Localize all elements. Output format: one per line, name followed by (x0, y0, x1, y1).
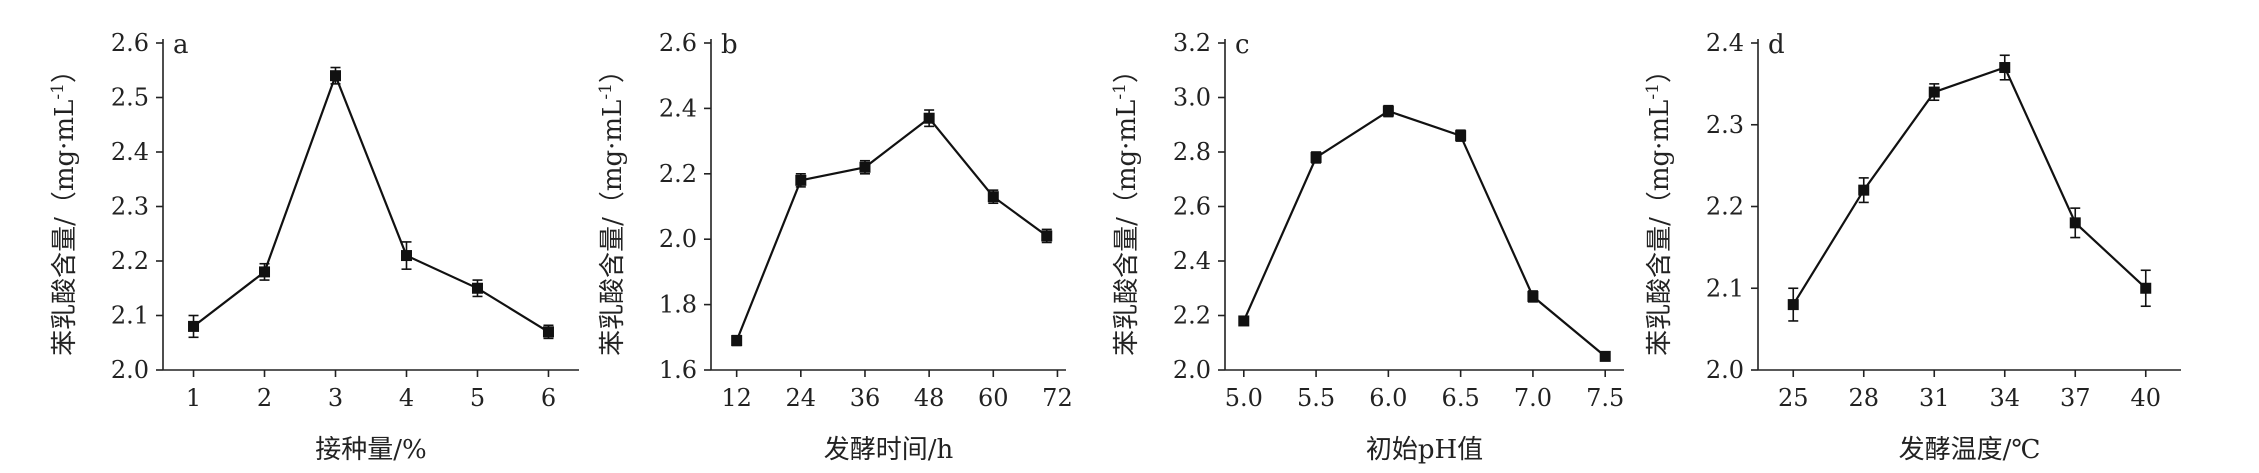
data-point (2140, 282, 2152, 294)
x-tick-label: 25 (1778, 384, 1809, 412)
data-point (1382, 105, 1394, 117)
panel-letter: a (173, 30, 189, 60)
data-point (1041, 230, 1053, 242)
x-tick-label: 34 (1989, 384, 2020, 412)
data-point (2069, 217, 2081, 229)
data-point (1599, 350, 1611, 362)
y-tick-label: 2.2 (111, 247, 149, 275)
x-tick-label: 7.0 (1514, 384, 1552, 412)
y-axis-title: 苯乳酸含量/（mg·mL-1） (48, 57, 80, 356)
y-tick-label: 2.0 (659, 225, 697, 253)
x-tick-label: 5.5 (1297, 384, 1335, 412)
y-tick-label: 2.0 (111, 356, 149, 384)
x-tick-label: 12 (721, 384, 752, 412)
panel-letter: d (1768, 30, 1785, 60)
y-tick-label: 2.2 (1706, 193, 1744, 221)
data-point (1999, 62, 2011, 74)
data-point (1928, 86, 1940, 98)
y-tick-label: 2.6 (1173, 193, 1211, 221)
panel-d: 2.0 2.1 2.2 2.3 2.4 25 28 31 34 37 40 d 发酵温度/℃ 苯乳酸含量/… (1643, 29, 2181, 465)
data-point (542, 326, 554, 338)
data-point (471, 282, 483, 294)
data-point (1310, 151, 1322, 163)
data-point (731, 335, 743, 347)
x-tick-label: 48 (914, 384, 945, 412)
x-tick-label: 36 (850, 384, 881, 412)
x-axis-title: 接种量/% (315, 435, 426, 465)
data-point (1238, 315, 1250, 327)
x-tick-label: 2 (257, 384, 272, 412)
x-tick-label: 3 (328, 384, 343, 412)
y-tick-label: 3.0 (1173, 84, 1211, 112)
y-tick-label: 2.3 (111, 193, 149, 221)
y-tick-label: 1.6 (659, 356, 697, 384)
x-tick-label: 5 (470, 384, 485, 412)
y-tick-label: 2.0 (1173, 356, 1211, 384)
x-tick-label: 6.5 (1442, 384, 1480, 412)
y-tick-label: 2.5 (111, 84, 149, 112)
y-tick-label: 2.6 (111, 29, 149, 57)
x-axis-title: 发酵时间/h (824, 435, 954, 465)
data-point (795, 174, 807, 186)
x-tick-label: 4 (399, 384, 414, 412)
data-point (330, 70, 342, 82)
y-tick-label: 2.2 (659, 160, 697, 188)
data-point (1455, 130, 1467, 142)
x-tick-label: 28 (1848, 384, 1879, 412)
y-tick-label: 2.4 (659, 94, 697, 122)
x-tick-label: 6.0 (1369, 384, 1407, 412)
x-tick-label: 40 (2130, 384, 2161, 412)
data-point (859, 161, 871, 173)
data-point (400, 250, 412, 262)
x-tick-label: 5.0 (1225, 384, 1263, 412)
x-tick-label: 37 (2060, 384, 2091, 412)
y-tick-label: 2.4 (1173, 247, 1211, 275)
y-axis-title: 苯乳酸含量/（mg·mL-1） (596, 57, 628, 356)
data-point (1858, 184, 1870, 196)
data-point (923, 112, 935, 124)
y-tick-label: 2.4 (111, 138, 149, 166)
series-line (192, 72, 550, 333)
y-tick-label: 2.6 (659, 29, 697, 57)
x-tick-label: 31 (1919, 384, 1950, 412)
y-tick-label: 2.2 (1173, 302, 1211, 330)
y-axis-title: 苯乳酸含量/（mg·mL-1） (1110, 57, 1142, 356)
x-tick-label: 6 (541, 384, 556, 412)
y-axis-title: 苯乳酸含量/（mg·mL-1） (1643, 57, 1675, 356)
data-point (987, 191, 999, 203)
x-tick-label: 72 (1042, 384, 1073, 412)
panel-letter: b (721, 30, 738, 60)
data-point (259, 266, 271, 278)
y-tick-label: 2.3 (1706, 111, 1744, 139)
x-axis-title: 发酵温度/℃ (1899, 435, 2041, 465)
x-tick-label: 1 (186, 384, 201, 412)
y-tick-label: 1.8 (659, 291, 697, 319)
panel-c: 2.0 2.2 2.4 2.6 2.8 3.0 3.2 5.0 5.5 6.0 6.5 7.0 7.5 c… (1110, 29, 1624, 465)
data-point (1527, 290, 1539, 302)
x-tick-label: 7.5 (1586, 384, 1624, 412)
series-line (1792, 66, 2147, 306)
panel-a: 2.0 2.1 2.2 2.3 2.4 2.5 2.6 1 2 3 4 5 6 a 接种量/% 苯乳酸含量/（… (48, 29, 579, 465)
series-line (735, 116, 1048, 342)
y-tick-label: 2.1 (1706, 274, 1744, 302)
x-axis-title: 初始pH值 (1366, 435, 1483, 465)
x-tick-label: 24 (786, 384, 817, 412)
series-line (1242, 109, 1606, 358)
y-tick-label: 2.8 (1173, 138, 1211, 166)
y-tick-label: 2.0 (1706, 356, 1744, 384)
y-tick-label: 2.1 (111, 302, 149, 330)
panel-letter: c (1235, 30, 1250, 60)
data-point (188, 320, 200, 332)
data-point (1787, 299, 1799, 311)
y-tick-label: 2.4 (1706, 29, 1744, 57)
x-tick-label: 60 (978, 384, 1009, 412)
panel-b: 1.6 1.8 2.0 2.2 2.4 2.6 12 24 36 48 60 72 b 发酵时间/h 苯乳酸… (596, 29, 1073, 465)
y-tick-label: 3.2 (1173, 29, 1211, 57)
